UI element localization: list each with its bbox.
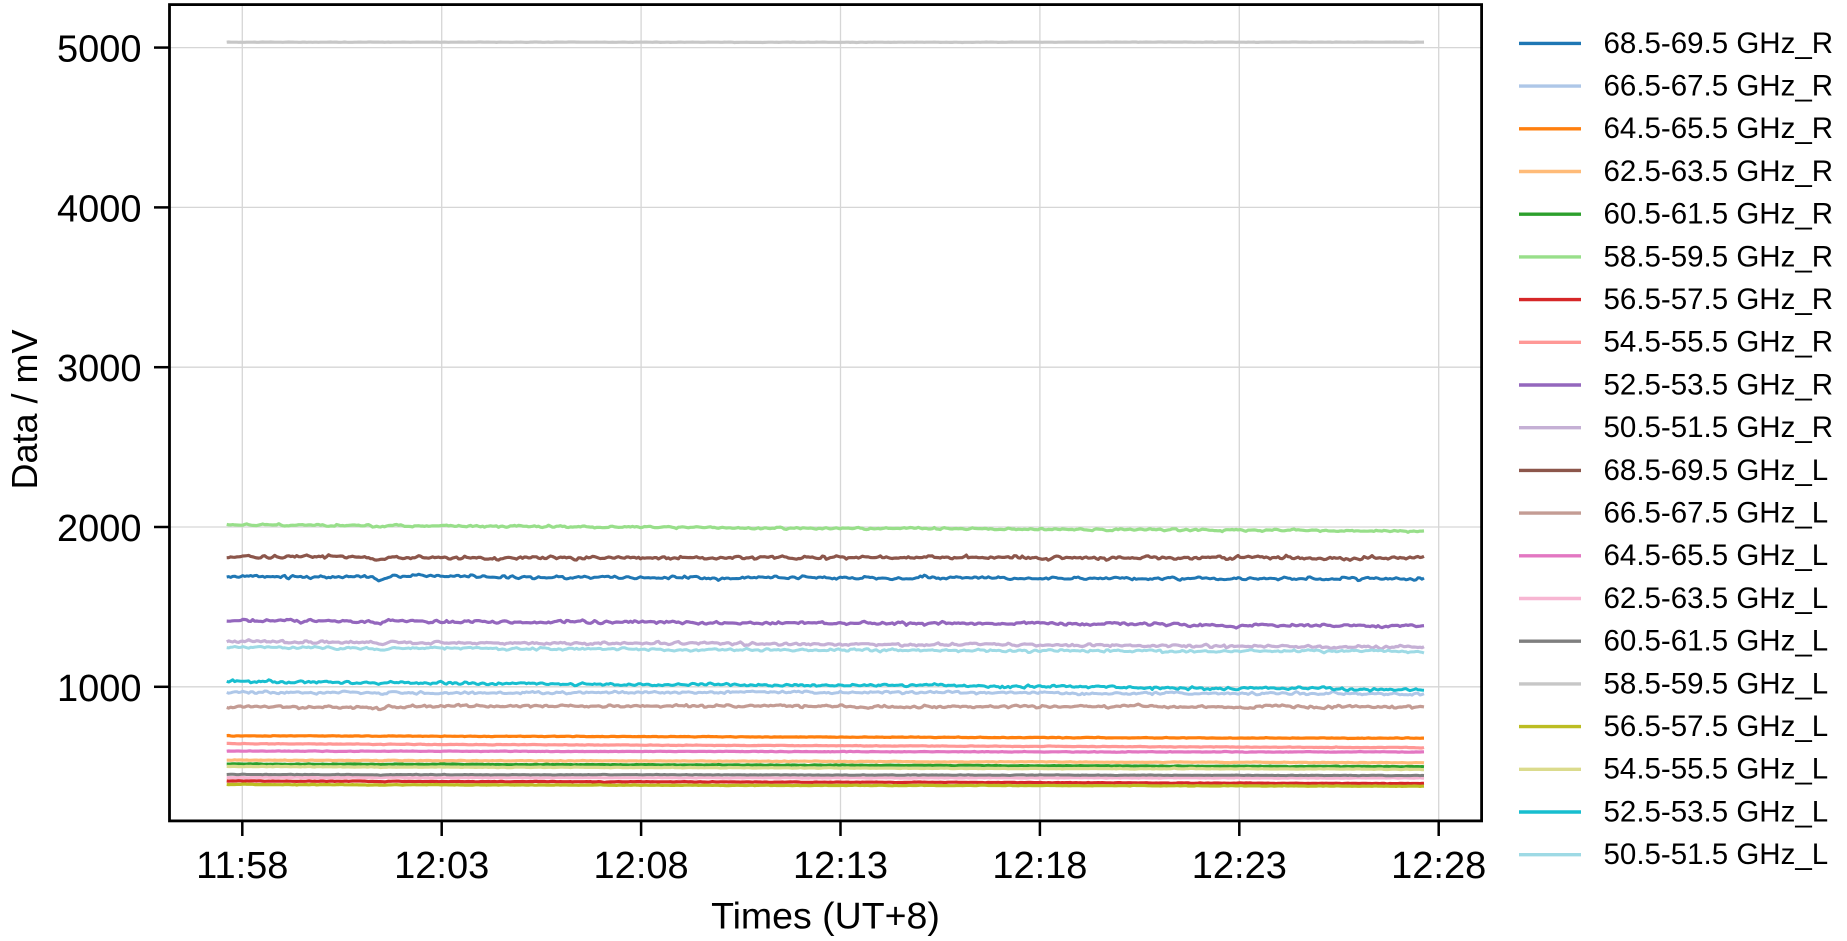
svg-text:66.5-67.5 GHz_L: 66.5-67.5 GHz_L: [1604, 497, 1829, 530]
svg-text:66.5-67.5 GHz_R: 66.5-67.5 GHz_R: [1604, 70, 1834, 103]
svg-text:56.5-57.5 GHz_L: 56.5-57.5 GHz_L: [1604, 710, 1829, 743]
svg-text:68.5-69.5 GHz_R: 68.5-69.5 GHz_R: [1604, 27, 1834, 60]
svg-text:64.5-65.5 GHz_R: 64.5-65.5 GHz_R: [1604, 112, 1834, 145]
svg-text:52.5-53.5 GHz_R: 52.5-53.5 GHz_R: [1604, 368, 1834, 401]
svg-text:58.5-59.5 GHz_R: 58.5-59.5 GHz_R: [1604, 240, 1834, 273]
svg-text:2000: 2000: [57, 508, 142, 550]
svg-text:68.5-69.5 GHz_L: 68.5-69.5 GHz_L: [1604, 454, 1829, 487]
svg-text:12:28: 12:28: [1391, 845, 1486, 887]
svg-text:5000: 5000: [57, 29, 142, 71]
svg-text:54.5-55.5 GHz_R: 54.5-55.5 GHz_R: [1604, 326, 1834, 359]
svg-text:60.5-61.5 GHz_R: 60.5-61.5 GHz_R: [1604, 198, 1834, 231]
svg-text:64.5-65.5 GHz_L: 64.5-65.5 GHz_L: [1604, 539, 1829, 572]
svg-text:1000: 1000: [57, 668, 142, 710]
svg-text:54.5-55.5 GHz_L: 54.5-55.5 GHz_L: [1604, 753, 1829, 786]
svg-text:58.5-59.5 GHz_L: 58.5-59.5 GHz_L: [1604, 667, 1829, 700]
svg-text:11:58: 11:58: [196, 845, 288, 887]
svg-text:12:13: 12:13: [793, 845, 888, 887]
svg-text:3000: 3000: [57, 348, 142, 390]
svg-text:12:03: 12:03: [394, 845, 489, 887]
svg-text:60.5-61.5 GHz_L: 60.5-61.5 GHz_L: [1604, 625, 1829, 658]
svg-text:56.5-57.5 GHz_R: 56.5-57.5 GHz_R: [1604, 283, 1834, 316]
svg-text:62.5-63.5 GHz_L: 62.5-63.5 GHz_L: [1604, 582, 1829, 615]
svg-text:12:23: 12:23: [1192, 845, 1287, 887]
svg-text:52.5-53.5 GHz_L: 52.5-53.5 GHz_L: [1604, 795, 1829, 828]
svg-text:50.5-51.5 GHz_L: 50.5-51.5 GHz_L: [1604, 838, 1829, 871]
svg-text:Times (UT+8): Times (UT+8): [711, 895, 940, 937]
svg-text:62.5-63.5 GHz_R: 62.5-63.5 GHz_R: [1604, 155, 1834, 188]
svg-text:12:18: 12:18: [992, 845, 1087, 887]
svg-text:Data / mV: Data / mV: [4, 329, 45, 489]
svg-text:50.5-51.5 GHz_R: 50.5-51.5 GHz_R: [1604, 411, 1834, 444]
svg-text:4000: 4000: [57, 188, 142, 230]
svg-text:12:08: 12:08: [594, 845, 689, 887]
